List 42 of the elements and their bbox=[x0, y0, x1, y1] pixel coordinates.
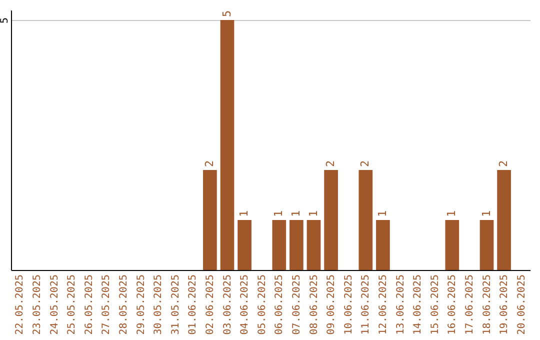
x-tick-label: 19.06.2025 bbox=[499, 274, 510, 335]
x-tick-label: 04.06.2025 bbox=[240, 274, 251, 335]
x-tick-label: 06.06.2025 bbox=[274, 274, 286, 335]
x-tick-label: 11.06.2025 bbox=[360, 274, 372, 335]
data-label: 1 bbox=[445, 210, 458, 217]
x-tick-label: 09.06.2025 bbox=[326, 274, 338, 335]
x-tick-label: 07.06.2025 bbox=[291, 274, 302, 335]
data-label: 1 bbox=[289, 210, 302, 217]
x-tick-label: 08.06.2025 bbox=[308, 274, 320, 335]
x-tick-label: 13.06.2025 bbox=[395, 274, 406, 335]
data-label: 2 bbox=[358, 160, 372, 167]
data-label: 1 bbox=[238, 210, 251, 217]
data-label: 2 bbox=[497, 160, 510, 167]
x-tick-label: 15.06.2025 bbox=[430, 274, 441, 335]
data-label: 2 bbox=[324, 160, 338, 167]
x-tick-label: 02.06.2025 bbox=[204, 274, 216, 335]
x-tick-label: 30.05.2025 bbox=[153, 274, 164, 335]
x-tick-label: 23.05.2025 bbox=[32, 274, 43, 335]
x-tick-label: 10.06.2025 bbox=[343, 274, 354, 335]
x-tick-label: 01.06.2025 bbox=[188, 274, 199, 335]
x-tick-label: 24.05.2025 bbox=[49, 274, 60, 335]
data-label: 2 bbox=[202, 160, 216, 167]
x-tick-label: 29.05.2025 bbox=[136, 274, 147, 335]
x-tick-label: 03.06.2025 bbox=[222, 274, 234, 335]
data-label: 1 bbox=[376, 210, 389, 217]
x-tick-label: 14.06.2025 bbox=[412, 274, 424, 335]
data-label: 1 bbox=[480, 210, 493, 217]
x-tick-label: 12.06.2025 bbox=[378, 274, 389, 335]
x-tick-label: 18.06.2025 bbox=[482, 274, 493, 335]
data-label: 1 bbox=[306, 210, 320, 217]
data-label: 1 bbox=[272, 210, 286, 217]
x-tick-label: 31.05.2025 bbox=[170, 274, 182, 335]
x-tick-label: 28.05.2025 bbox=[118, 274, 130, 335]
x-tick-label: 25.05.2025 bbox=[66, 274, 78, 335]
x-tick-label: 17.06.2025 bbox=[464, 274, 476, 335]
x-tick-label: 27.05.2025 bbox=[101, 274, 112, 335]
x-tick-label: 16.06.2025 bbox=[447, 274, 458, 335]
x-tick-label: 05.06.2025 bbox=[256, 274, 268, 335]
data-label: 5 bbox=[220, 10, 234, 17]
x-tick-label: 26.05.2025 bbox=[84, 274, 95, 335]
x-tick-label: 20.06.2025 bbox=[516, 274, 528, 335]
x-tick-label: 22.05.2025 bbox=[14, 274, 26, 335]
